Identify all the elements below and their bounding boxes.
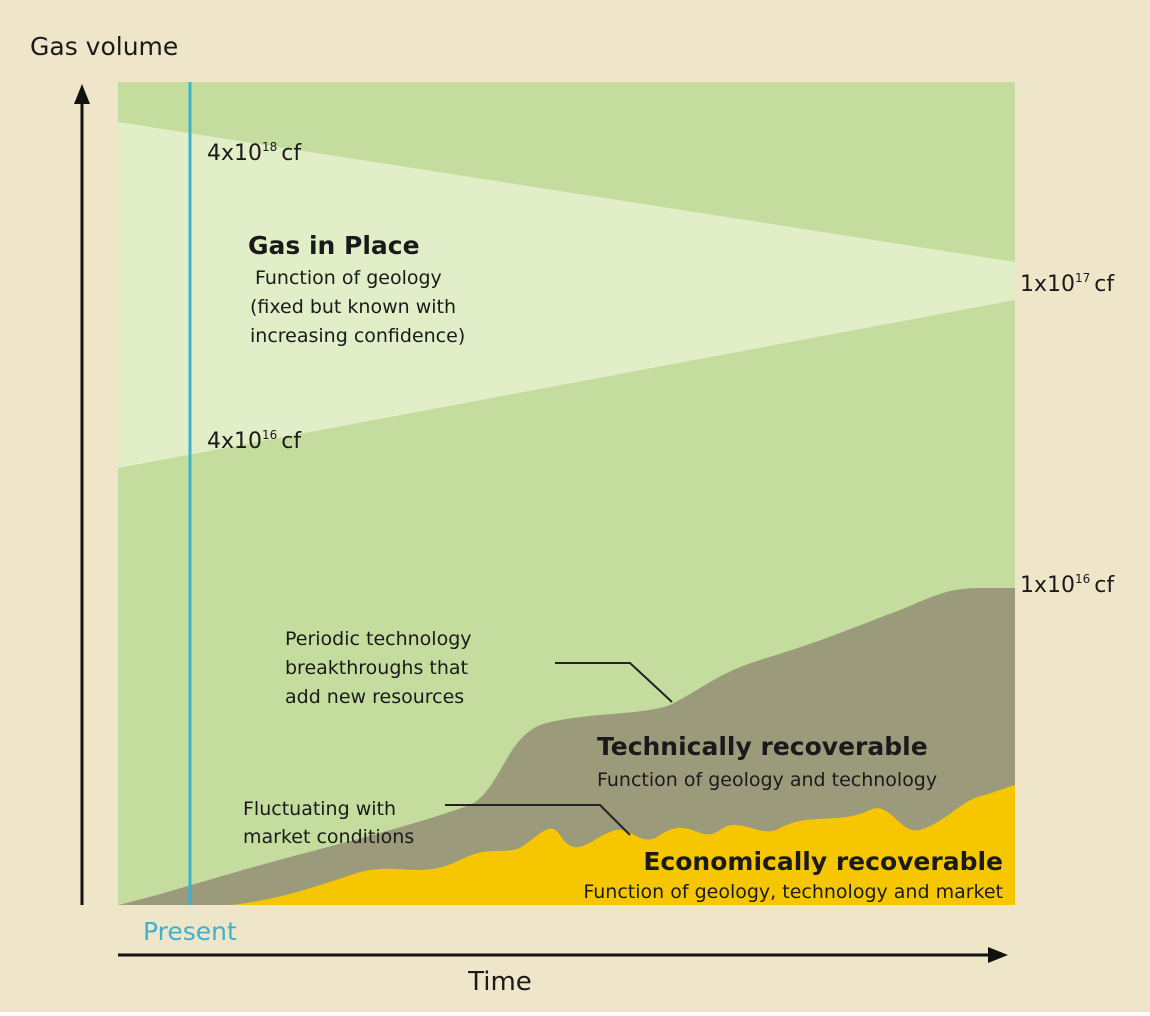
economically-recoverable-area — [230, 785, 1015, 905]
marker-label: 4x1018 cf — [207, 140, 302, 166]
marker-unit: cf — [1094, 573, 1115, 598]
x-arrowhead — [988, 947, 1008, 963]
marker-unit: cf — [281, 141, 302, 166]
present-label: Present — [143, 917, 237, 946]
gas-in-place-line: (fixed but known with — [250, 296, 456, 318]
breakthroughs-line: add new resources — [285, 686, 464, 708]
marker-base: 1x10 — [1020, 573, 1075, 598]
gas-in-place-title: Gas in Place — [248, 231, 420, 260]
fluctuating-line: Fluctuating with — [243, 798, 396, 820]
economically-title: Economically recoverable — [643, 847, 1003, 876]
economically-subtitle: Function of geology, technology and mark… — [583, 881, 1003, 903]
leader-line — [445, 804, 631, 836]
gas-in-place-wedge — [118, 122, 1015, 468]
marker-label: 1x1016 cf — [1020, 572, 1115, 598]
gas-in-place-line: Function of geology — [255, 267, 442, 289]
breakthroughs-line: breakthroughs that — [285, 657, 468, 679]
marker-unit: cf — [281, 429, 302, 454]
fluctuating-line: market conditions — [243, 826, 414, 848]
marker-label: 4x1016 cf — [207, 428, 302, 454]
marker-base: 4x10 — [207, 429, 262, 454]
technically-title: Technically recoverable — [597, 732, 928, 761]
y-axis-label: Gas volume — [30, 32, 178, 61]
x-axis-label: Time — [467, 967, 532, 997]
marker-exp: 18 — [262, 140, 277, 154]
marker-exp: 16 — [262, 428, 277, 442]
breakthroughs-line: Periodic technology — [285, 628, 472, 650]
marker-label: 1x1017 cf — [1020, 271, 1115, 297]
marker-base: 4x10 — [207, 141, 262, 166]
gas-in-place-line: increasing confidence) — [250, 325, 465, 347]
marker-exp: 17 — [1075, 271, 1090, 285]
technically-subtitle: Function of geology and technology — [597, 769, 937, 791]
marker-base: 1x10 — [1020, 272, 1075, 297]
marker-exp: 16 — [1075, 572, 1090, 586]
marker-unit: cf — [1094, 272, 1115, 297]
leader-line — [555, 662, 673, 703]
y-arrowhead — [74, 84, 90, 104]
